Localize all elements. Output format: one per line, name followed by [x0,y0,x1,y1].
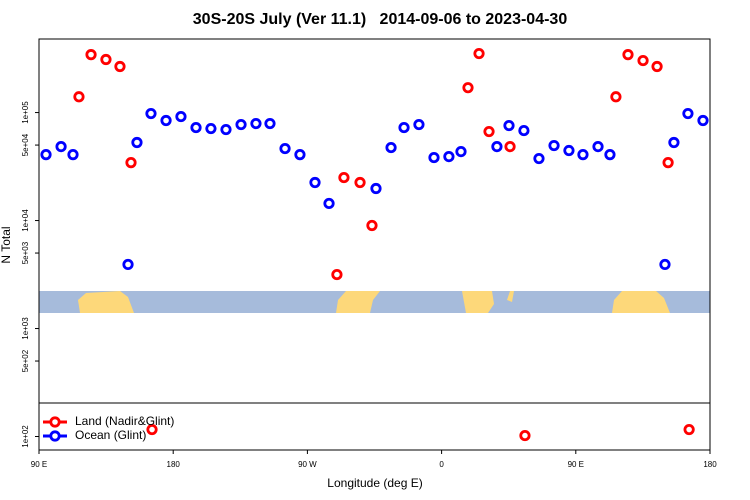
y-tick-label: 5e+02 [21,349,30,372]
point [205,122,217,135]
point [473,47,485,60]
x-tick-label: 180 [703,460,717,469]
y-tick-label: 1e+05 [21,101,30,124]
y-tick-label: 1e+03 [21,317,30,340]
point [331,268,343,281]
point [100,53,112,66]
point [637,54,649,67]
point [563,144,575,157]
point [279,142,291,155]
point [455,145,467,158]
point [491,140,503,153]
point [428,151,440,164]
x-tick-label: 90 W [298,460,317,469]
point [577,149,589,161]
point [366,219,378,232]
map-strip [39,291,710,313]
legend-marker [49,416,61,428]
y-tick-label: 1e+02 [21,425,30,448]
point [682,107,694,120]
point [385,141,397,154]
point [462,82,474,94]
point [160,114,172,127]
point [443,150,455,163]
point [40,149,52,161]
point [413,118,425,131]
point [610,91,622,103]
x-tick-label: 90 E [568,460,584,469]
point [175,110,187,123]
point [592,140,604,153]
point [67,149,79,161]
point [125,157,137,169]
point [519,429,531,442]
point [146,423,158,436]
y-axis-label: N Total [0,226,13,263]
point [533,152,545,165]
point [370,182,382,195]
point [354,176,366,189]
plot-frame [38,38,711,451]
point [309,176,321,189]
point [85,49,97,61]
x-tick-label: 180 [167,460,181,469]
point [220,123,232,136]
y-tick-label: 1e+04 [21,209,30,232]
point [190,121,202,134]
point [145,107,157,120]
point [662,157,674,169]
point [697,114,709,127]
point [651,60,663,73]
point [659,258,671,271]
point [250,117,262,130]
point [55,140,67,153]
point [398,121,410,134]
point [122,258,134,271]
point [483,125,495,138]
legend-label: Ocean (Glint) [75,428,146,442]
point [683,423,695,436]
point [518,124,530,137]
x-tick-label: 90 E [31,460,47,469]
y-tick-label: 5e+04 [21,133,30,156]
point [264,117,276,130]
legend-label: Land (Nadir&Glint) [75,414,174,428]
x-axis-label: Longitude (deg E) [327,476,422,490]
point [294,149,306,161]
point [323,197,335,210]
point [131,136,143,149]
point [73,91,85,103]
y-tick-label: 5e+03 [21,241,30,264]
point [622,49,634,61]
legend-marker [49,430,61,442]
chart-title: 30S-20S July (Ver 11.1) 2014-09-06 to 20… [193,11,568,28]
point [114,60,126,73]
point [504,140,516,153]
x-tick-label: 0 [439,460,444,469]
point [235,118,247,131]
point [338,171,350,184]
point [668,136,680,149]
point [503,119,515,132]
point [548,139,560,152]
point [604,149,616,161]
